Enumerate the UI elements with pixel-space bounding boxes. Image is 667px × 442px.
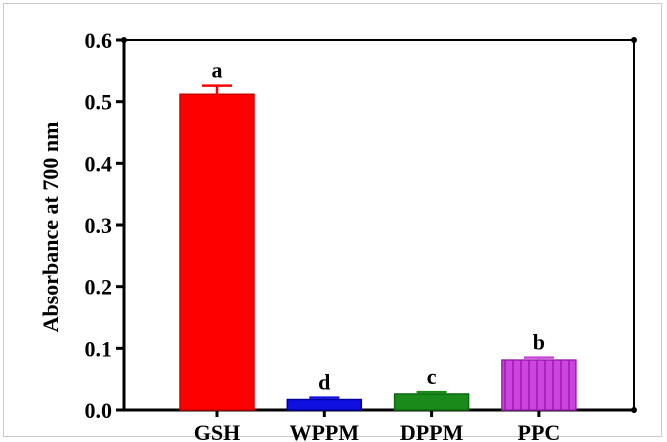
significance-label: c [427, 364, 437, 389]
bar-ppc [501, 359, 577, 411]
y-tick-label: 0.4 [85, 151, 113, 176]
category-label: DPPM [400, 420, 464, 442]
bar-dppm [393, 393, 470, 411]
significance-label: a [212, 58, 223, 83]
y-tick-label: 0.1 [85, 336, 113, 361]
y-axis-label: Absorbance at 700 nm [38, 122, 63, 333]
category-label: GSH [194, 420, 240, 442]
bars: a d c b [179, 58, 577, 411]
bar-wppm [286, 398, 363, 411]
corner-dot [631, 37, 637, 43]
category-label: PPC [518, 420, 561, 442]
significance-label: b [533, 330, 545, 355]
category-label: WPPM [289, 420, 359, 442]
significance-label: d [318, 370, 330, 395]
corner-dot [631, 407, 637, 413]
y-tick-label: 0.3 [85, 213, 113, 238]
y-tick-label: 0.6 [85, 28, 113, 53]
y-tick-label: 0.0 [85, 398, 113, 423]
y-tick-label: 0.2 [85, 275, 113, 300]
y-tick-label: 0.5 [85, 90, 113, 115]
bar-gsh [179, 93, 255, 411]
